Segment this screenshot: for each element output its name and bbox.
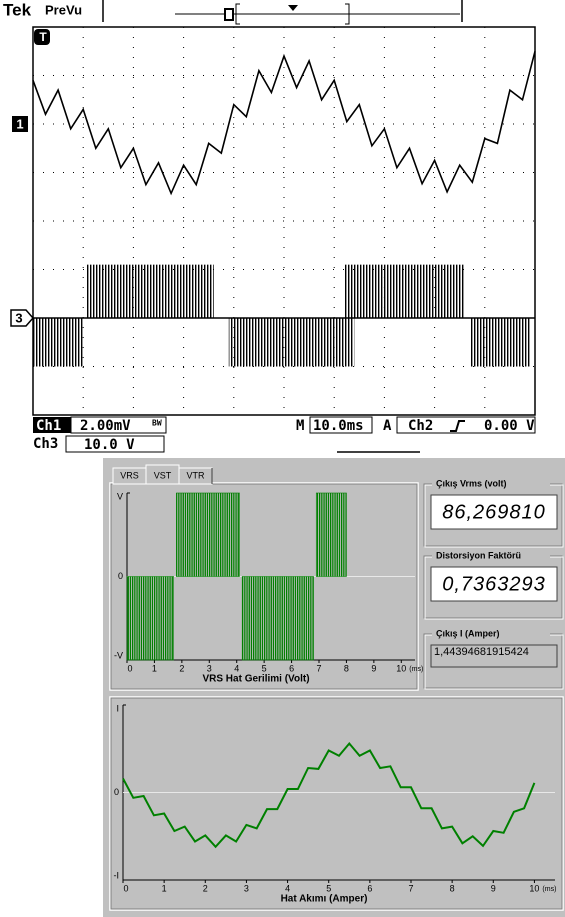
- tab-label[interactable]: VST: [154, 470, 172, 480]
- x-tick-label: 6: [367, 883, 372, 893]
- ch3-pulse-group: [86, 265, 214, 318]
- tab-bar: VRS VST VTR: [113, 465, 212, 484]
- x-tick-label: 1: [162, 883, 167, 893]
- ch3-marker: 3: [15, 310, 22, 325]
- bandwidth: BW: [152, 419, 162, 428]
- scope-header: Tek PreVu: [3, 0, 462, 24]
- x-tick-label: 7: [316, 663, 321, 673]
- time-scale: 10.0ms: [313, 418, 364, 434]
- x-tick-label: 2: [203, 883, 208, 893]
- scope-screen: [33, 27, 535, 415]
- x-tick-label: 3: [244, 883, 249, 893]
- x-tick-label: 7: [408, 883, 413, 893]
- ch3-pulse-group: [470, 318, 530, 367]
- x-axis-label: Hat Akımı (Amper): [281, 894, 368, 905]
- x-axis-label: VRS Hat Gerilimi (Volt): [202, 674, 309, 685]
- ch3-pulse-group: [344, 265, 464, 318]
- ch3-scale: 10.0 V: [84, 437, 135, 453]
- readout-label: Çıkış I (Amper): [436, 628, 500, 638]
- x-tick-label: 2: [179, 663, 184, 673]
- x-tick-label: 8: [450, 883, 455, 893]
- x-tick-label: 4: [285, 883, 290, 893]
- x-tick-label: 9: [371, 663, 376, 673]
- ch1-label: Ch1: [36, 418, 61, 434]
- pwm-pulse-group: [242, 577, 313, 661]
- x-tick-label: 0: [127, 663, 132, 673]
- pwm-pulse-group: [316, 493, 346, 577]
- y-tick-label: V: [117, 491, 123, 501]
- x-tick-label: 10: [529, 883, 539, 893]
- x-tick-label: 1: [152, 663, 157, 673]
- trigger-marker: T: [39, 30, 47, 44]
- readout-value: 1,44394681915424: [434, 646, 529, 658]
- tab-label[interactable]: VRS: [120, 470, 139, 480]
- y-tick-label: -V: [114, 650, 123, 660]
- x-tick-label: 5: [262, 663, 267, 673]
- x-tick-label: 9: [491, 883, 496, 893]
- screenshot: Tek PreVu T 1 3 Ch1 2.00mV BW M 10.0ms A…: [0, 0, 565, 917]
- x-tick-label: 4: [234, 663, 239, 673]
- readout-label: Çıkış Vrms (volt): [436, 478, 507, 488]
- scope-status: Ch1 2.00mV BW M 10.0ms A Ch2 0.00 V Ch3 …: [33, 417, 535, 453]
- trigger-level: 0.00 V: [484, 418, 535, 434]
- y-tick-label: I: [116, 703, 119, 713]
- y-tick-label: 0: [114, 787, 119, 797]
- trigger-source: Ch2: [408, 418, 433, 434]
- readout-value: 86,269810: [442, 501, 546, 523]
- readout-value: 0,7363293: [442, 573, 546, 595]
- ch3-pulse-group: [33, 318, 83, 367]
- brand: Tek: [3, 0, 32, 19]
- x-tick-label: 3: [207, 663, 212, 673]
- ch1-marker: 1: [16, 116, 23, 131]
- mode: PreVu: [45, 2, 82, 17]
- x-tick-label: 5: [326, 883, 331, 893]
- time-label: M: [296, 418, 304, 434]
- ch1-scale: 2.00mV: [80, 418, 131, 434]
- readout-label: Distorsiyon Faktörü: [436, 550, 521, 560]
- x-unit: (ms): [542, 886, 556, 893]
- pwm-pulse-group: [176, 493, 239, 577]
- ch3-label: Ch3: [33, 436, 58, 452]
- trigger-label: A: [383, 418, 392, 434]
- x-unit: (ms): [409, 666, 423, 673]
- tab-label[interactable]: VTR: [187, 470, 206, 480]
- x-tick-label: 0: [123, 883, 128, 893]
- ch3-pulse-group: [229, 318, 355, 367]
- x-tick-label: 6: [289, 663, 294, 673]
- x-tick-label: 10: [396, 663, 406, 673]
- pwm-pulse-group: [127, 577, 174, 661]
- readouts: Çıkış Vrms (volt) 86,269810 Distorsiyon Fa…: [424, 478, 563, 689]
- y-tick-label: -I: [114, 870, 120, 880]
- x-tick-label: 8: [344, 663, 349, 673]
- y-tick-label: 0: [118, 571, 123, 581]
